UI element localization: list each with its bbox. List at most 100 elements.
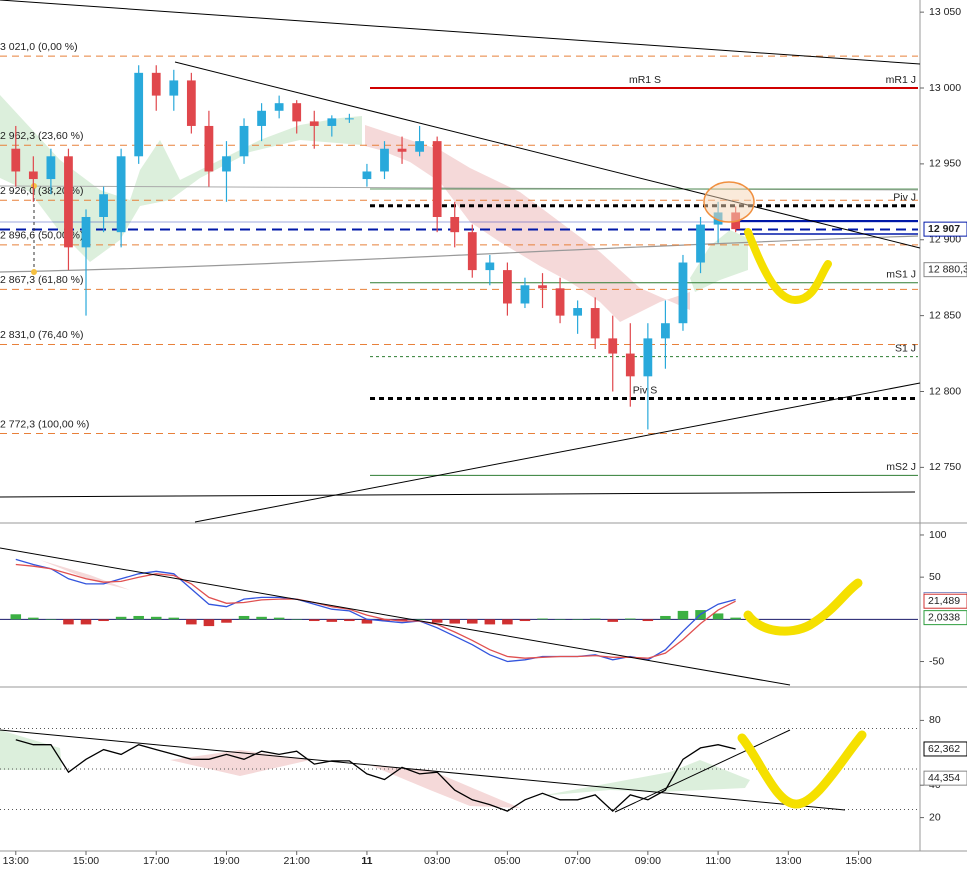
- histogram-bar: [273, 617, 285, 620]
- histogram-bar: [712, 613, 724, 620]
- pivot-label: mS1 J: [886, 268, 916, 280]
- histogram-bar: [554, 619, 566, 620]
- histogram-bar: [63, 619, 74, 625]
- histogram-bar: [45, 619, 57, 620]
- candle-body: [380, 148, 389, 172]
- histogram-bar: [186, 619, 197, 625]
- trendline: [0, 0, 921, 65]
- x-tick-label: 13:00: [3, 855, 29, 867]
- fib-anchor: [31, 269, 37, 275]
- pivot-label: mS2 J: [886, 461, 916, 473]
- histogram-bar: [238, 615, 250, 620]
- pivot-label: S1 J: [895, 342, 916, 354]
- candle-body: [344, 118, 354, 120]
- trendline: [194, 382, 921, 523]
- trendline: [0, 547, 791, 686]
- x-tick-label: 17:00: [143, 855, 169, 867]
- candle-body: [520, 285, 530, 304]
- highlight-circle: [703, 181, 755, 223]
- trendline: [0, 729, 846, 811]
- fib-label: 2 926,0 (38,20 %): [0, 185, 83, 197]
- x-tick-label: 03:00: [424, 855, 450, 867]
- histogram-bar: [361, 619, 373, 624]
- histogram-bar: [344, 619, 355, 622]
- y-tick-label: 12 850: [929, 309, 961, 321]
- histogram-bar: [396, 619, 408, 622]
- pivot-label: Piv J: [893, 192, 916, 204]
- x-tick-label: 07:00: [564, 855, 590, 867]
- candle-body: [222, 156, 231, 172]
- fib-label: 2 867,3 (61,80 %): [0, 274, 83, 286]
- y-tick-label: 13 050: [929, 6, 961, 18]
- candle-body: [151, 72, 161, 96]
- histogram-bar: [589, 618, 601, 620]
- candle-body: [415, 141, 424, 152]
- candle-body: [555, 288, 565, 316]
- histogram-bar: [28, 617, 39, 620]
- candle-body: [11, 148, 21, 172]
- value-marker: [923, 593, 967, 609]
- candle-body: [590, 308, 600, 339]
- histogram-bar: [98, 619, 109, 622]
- histogram-bar: [203, 619, 215, 627]
- histogram-bar: [308, 619, 320, 622]
- fib-label: 3 021,0 (0,00 %): [0, 41, 78, 53]
- candle-body: [134, 72, 144, 157]
- y-tick-label: 12 750: [929, 461, 961, 473]
- histogram-bar: [625, 618, 636, 620]
- candle-body: [327, 118, 337, 126]
- candle-body: [309, 121, 319, 126]
- scribble: [744, 228, 832, 305]
- fib-label: 2 896,6 (50,00 %): [0, 230, 83, 242]
- histogram-bar: [431, 619, 443, 623]
- value-marker-label: 21,489: [928, 595, 960, 607]
- histogram-bar: [502, 619, 513, 625]
- pivot-label: mR1 J: [886, 74, 916, 86]
- x-tick-label: 11: [361, 855, 372, 867]
- x-tick-label: 09:00: [635, 855, 661, 867]
- candle-body: [257, 110, 266, 126]
- value-marker-label: 2,0338: [928, 611, 960, 623]
- candle-body: [81, 216, 91, 248]
- candle-body: [46, 156, 56, 180]
- cloud: [370, 765, 520, 808]
- candle-body: [625, 353, 635, 377]
- value-marker: [923, 221, 967, 237]
- fib-anchor: [31, 183, 37, 189]
- x-tick-label: 15:00: [845, 855, 871, 867]
- x-tick-label: 19:00: [213, 855, 239, 867]
- histogram-bar: [449, 619, 460, 624]
- candle-body: [696, 224, 705, 263]
- x-tick-label: 11:00: [705, 855, 731, 867]
- cloud: [0, 730, 62, 770]
- fib-label: 2 962,3 (23,60 %): [0, 130, 83, 142]
- value-marker-label: 12 907: [928, 223, 960, 235]
- candle-body: [661, 323, 670, 339]
- candle-body: [467, 232, 477, 271]
- candle-body: [538, 285, 547, 289]
- histogram-bar: [414, 619, 425, 620]
- candle-body: [643, 338, 653, 377]
- candle-body: [608, 338, 618, 354]
- trendline: [614, 729, 791, 813]
- candle-body: [169, 80, 179, 96]
- histogram-bar: [537, 618, 548, 620]
- histogram-bar: [730, 617, 741, 620]
- histogram-bar: [379, 619, 390, 622]
- histogram-bar: [677, 610, 689, 620]
- candle-body: [362, 171, 372, 180]
- x-tick-label: 15:00: [73, 855, 99, 867]
- value-marker-label: 44,354: [928, 772, 960, 784]
- scribble: [743, 578, 863, 636]
- candle-body: [397, 148, 407, 152]
- pivot-label: mR1 S: [629, 74, 661, 86]
- y-tick-label: 13 000: [929, 82, 961, 94]
- candle-body: [485, 262, 495, 271]
- y-tick-label: 20: [929, 811, 941, 823]
- histogram-bar: [572, 619, 583, 620]
- y-tick-label: 12 800: [929, 385, 961, 397]
- indicator-line: [15, 563, 736, 659]
- x-tick-label: 21:00: [284, 855, 310, 867]
- trendline: [0, 491, 916, 498]
